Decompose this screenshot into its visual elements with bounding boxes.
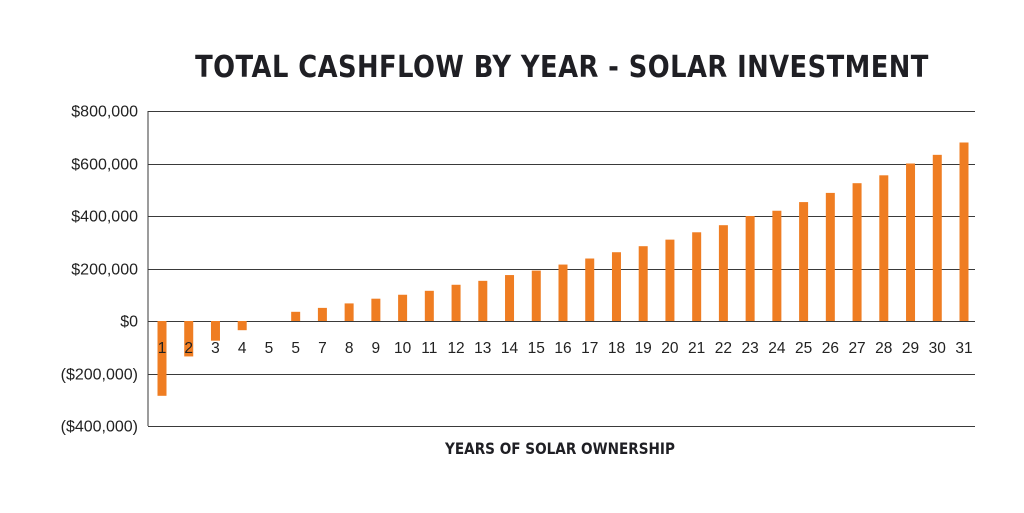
x-tick-label: 14: [501, 340, 519, 357]
bar: [799, 202, 809, 321]
x-tick-label: 7: [318, 340, 327, 357]
bar: [210, 321, 220, 341]
x-tick-label: 24: [768, 340, 786, 357]
x-tick-label: 12: [447, 340, 464, 357]
bar: [772, 210, 782, 321]
x-axis-ticks: 1 2 3 4 5 5 7 8 9 10 11 12 13 14 15 16 17 18 19 20 21 22 23 24 2…: [158, 340, 973, 357]
bar: [745, 216, 755, 321]
bar: [291, 311, 301, 321]
bar: [478, 280, 488, 321]
x-tick-label: 10: [394, 340, 412, 357]
bar: [451, 284, 461, 321]
x-tick-label: 16: [554, 340, 571, 357]
bar: [825, 192, 835, 321]
x-tick-label: 29: [902, 340, 919, 357]
x-tick-label: 25: [795, 340, 812, 357]
bar: [505, 275, 515, 321]
bar: [585, 258, 595, 321]
bar: [638, 246, 648, 321]
bar: [317, 307, 327, 322]
chart-title: TOTAL CASHFLOW BY YEAR - SOLAR INVESTMEN…: [195, 50, 929, 85]
x-tick-label: 31: [955, 340, 972, 357]
bar: [718, 225, 728, 321]
x-tick-label: 27: [848, 340, 865, 357]
y-tick-label: $0: [120, 314, 138, 331]
bar: [398, 294, 408, 321]
gridlines: [147, 111, 975, 427]
bar: [906, 163, 916, 321]
bar: [852, 183, 862, 321]
y-tick-label: ($400,000): [61, 419, 138, 436]
bar: [558, 264, 568, 321]
x-tick-label: 2: [184, 340, 193, 357]
bar: [424, 290, 434, 321]
bar: [611, 252, 621, 321]
x-tick-label: 5: [265, 340, 274, 357]
bar: [959, 142, 969, 321]
bar: [932, 154, 942, 321]
x-tick-label: 20: [661, 340, 679, 357]
bar: [879, 175, 889, 321]
bar: [344, 303, 354, 321]
x-tick-label: 30: [929, 340, 947, 357]
x-tick-label: 19: [635, 340, 652, 357]
x-tick-label: 9: [372, 340, 381, 357]
y-axis-ticks: $800,000 $600,000 $400,000 $200,000 $0 ($200,…: [61, 104, 138, 436]
bar: [371, 298, 381, 321]
x-tick-label: 28: [875, 340, 892, 357]
y-tick-label: $800,000: [71, 104, 138, 121]
bar: [157, 321, 167, 396]
y-tick-label: $200,000: [71, 262, 138, 279]
x-tick-label: 15: [528, 340, 545, 357]
x-axis-label: YEARS OF SOLAR OWNERSHIP: [445, 439, 675, 458]
x-tick-label: 21: [688, 340, 705, 357]
bar: [237, 321, 247, 331]
x-tick-label: 17: [581, 340, 598, 357]
x-tick-label: 8: [345, 340, 354, 357]
x-tick-label: 18: [608, 340, 625, 357]
x-tick-label: 4: [238, 340, 247, 357]
x-tick-label: 1: [158, 340, 167, 357]
y-tick-label: $400,000: [71, 209, 138, 226]
x-tick-label: 13: [474, 340, 491, 357]
x-tick-label: 23: [742, 340, 759, 357]
x-tick-label: 11: [421, 340, 437, 357]
y-tick-label: $600,000: [71, 157, 138, 174]
x-tick-label: 26: [822, 340, 839, 357]
x-tick-label: 22: [715, 340, 732, 357]
bar: [665, 239, 675, 322]
bars: [157, 142, 969, 396]
y-tick-label: ($200,000): [61, 367, 138, 384]
x-tick-label: 5: [291, 340, 300, 357]
bar: [692, 232, 702, 321]
bar: [531, 270, 541, 321]
x-tick-label: 3: [211, 340, 220, 357]
bar: [184, 321, 194, 357]
